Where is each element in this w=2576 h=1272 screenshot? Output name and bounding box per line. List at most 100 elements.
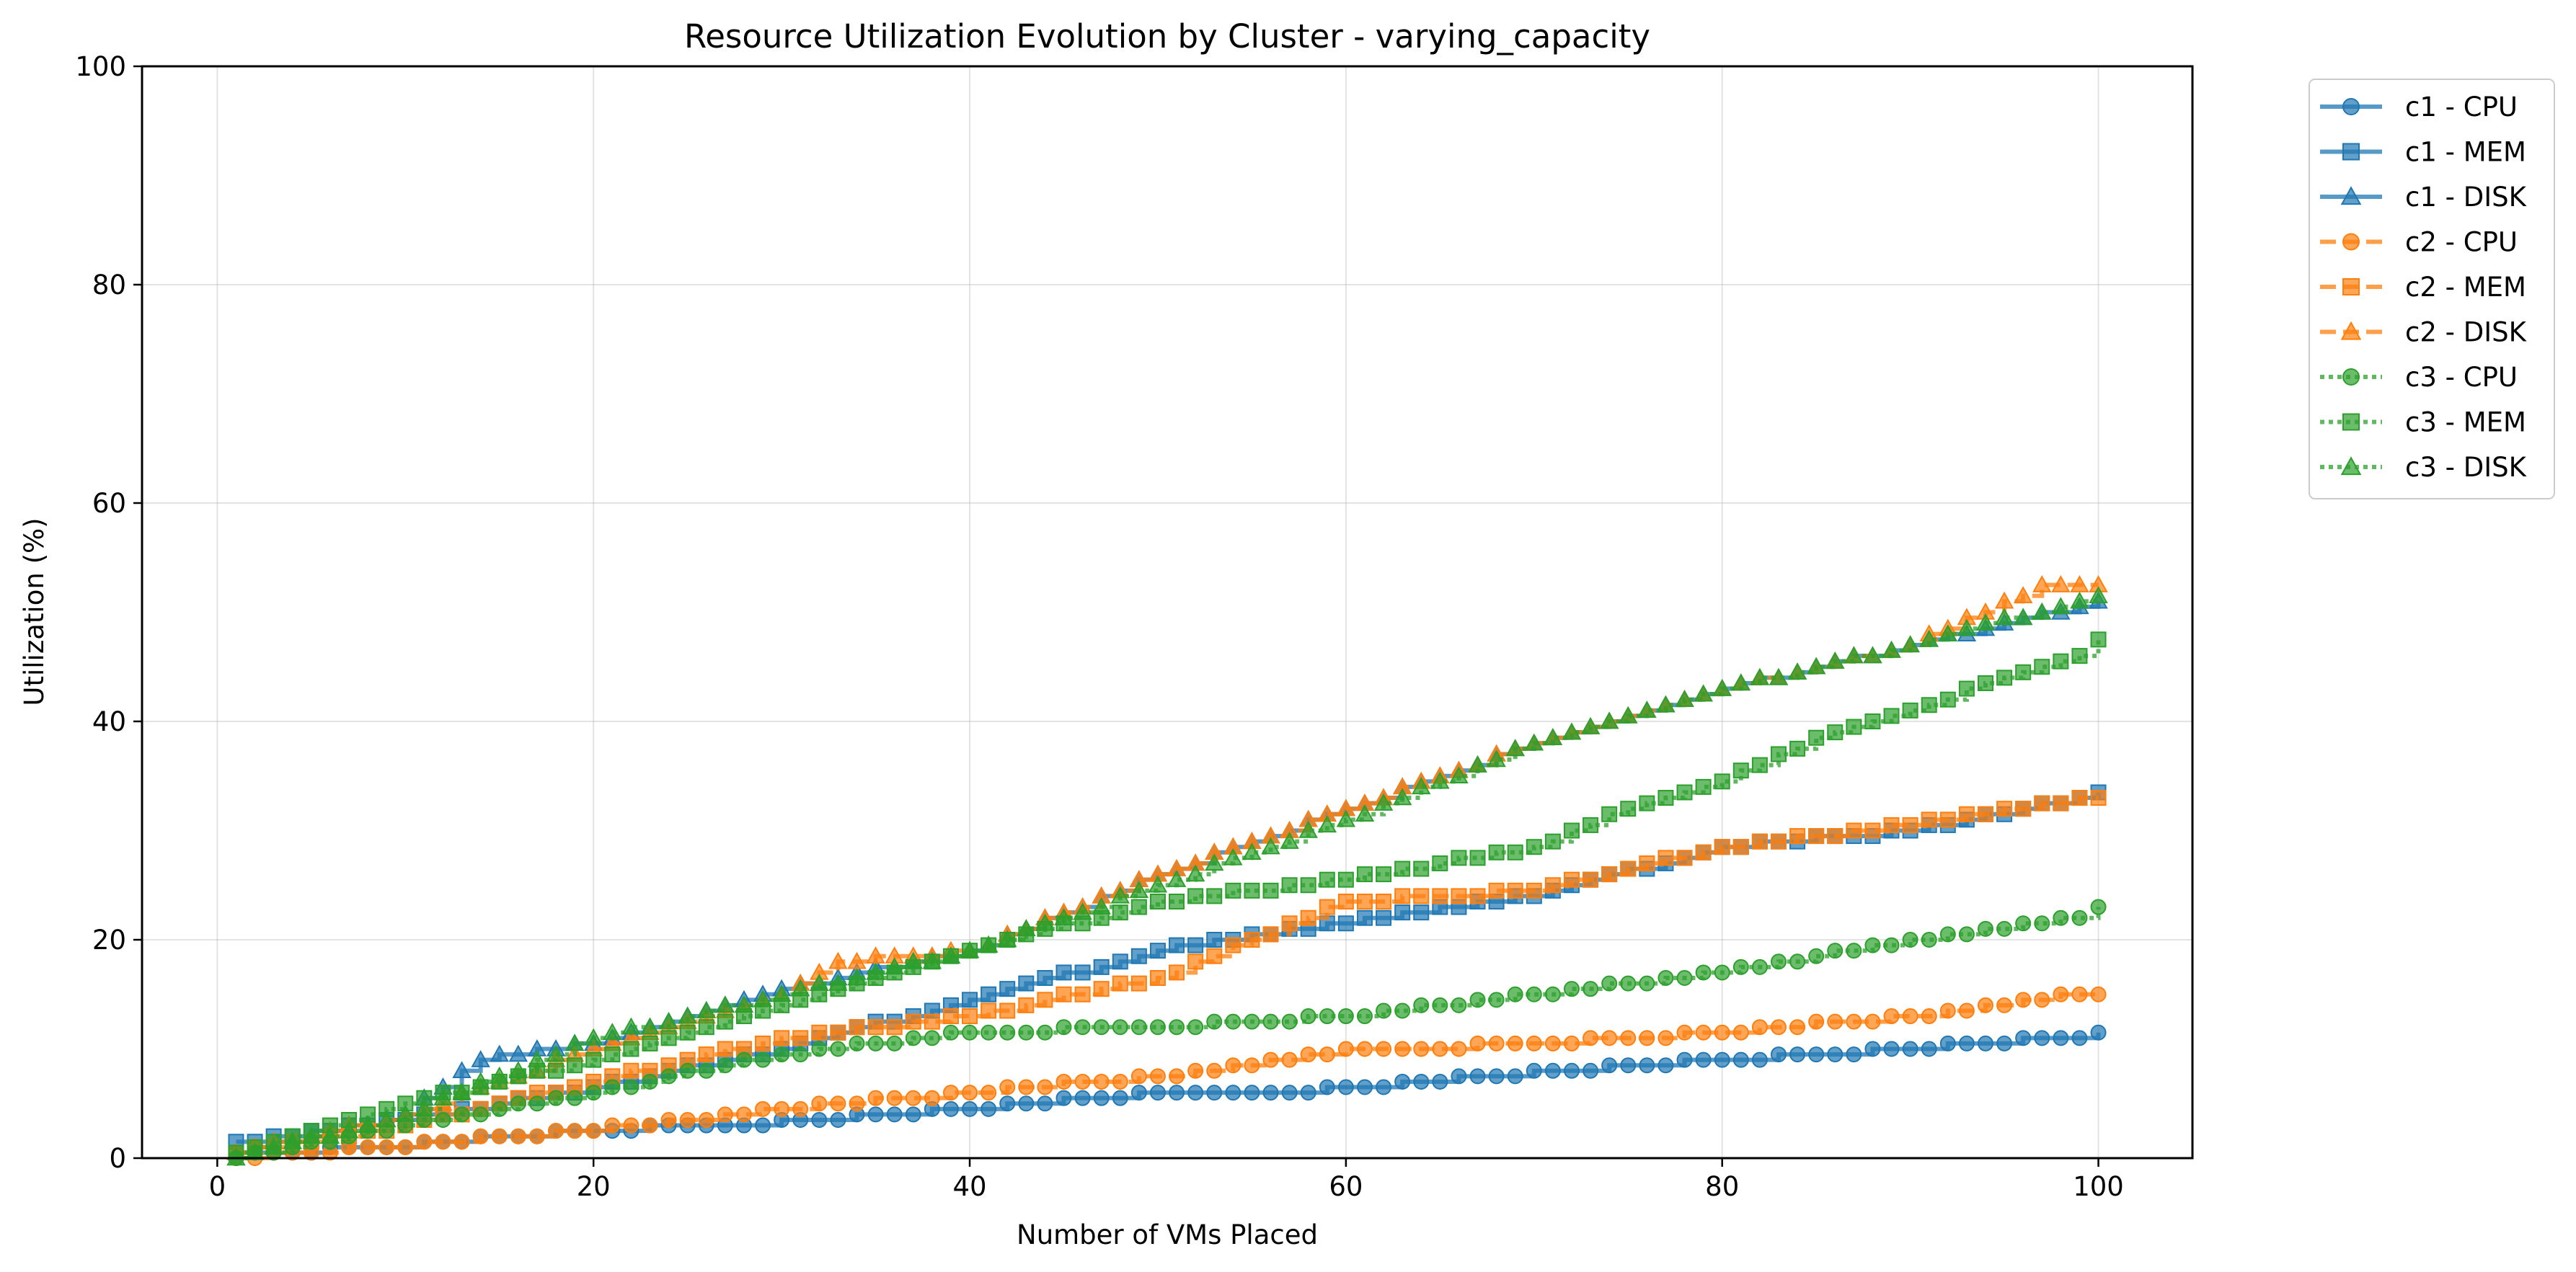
data-point bbox=[1112, 1073, 1128, 1090]
data-point bbox=[886, 1019, 903, 1036]
data-point bbox=[1846, 822, 1862, 839]
data-point bbox=[360, 1139, 376, 1155]
data-point bbox=[1619, 706, 1638, 724]
data-point bbox=[1977, 920, 1993, 937]
legend-label: c1 - DISK bbox=[2405, 182, 2528, 213]
data-point bbox=[1451, 888, 1467, 904]
data-point bbox=[1319, 899, 1335, 915]
data-point bbox=[1300, 877, 1316, 894]
data-point bbox=[830, 1095, 846, 1112]
data-point bbox=[1863, 646, 1882, 664]
data-point bbox=[1373, 793, 1394, 811]
data-point bbox=[1563, 981, 1580, 997]
data-point bbox=[490, 1044, 509, 1062]
data-point bbox=[905, 1013, 921, 1030]
data-point bbox=[1526, 882, 1542, 899]
data-point bbox=[585, 1085, 602, 1101]
y-tick-label: 80 bbox=[92, 270, 126, 301]
legend-label: c3 - MEM bbox=[2405, 407, 2526, 438]
data-point bbox=[734, 995, 754, 1013]
data-point bbox=[2071, 986, 2088, 1002]
data-point bbox=[1223, 848, 1243, 866]
data-point bbox=[698, 1062, 714, 1079]
data-point bbox=[1639, 1030, 1655, 1046]
data-point bbox=[1300, 1008, 1316, 1025]
data-point bbox=[1093, 981, 1110, 997]
data-point bbox=[2071, 909, 2088, 926]
data-point bbox=[1187, 1019, 1204, 1036]
data-point bbox=[1130, 948, 1147, 964]
data-point bbox=[1751, 959, 1768, 975]
data-point bbox=[1808, 948, 1825, 964]
data-point bbox=[1169, 937, 1185, 953]
legend-entry: c2 - MEM bbox=[2320, 272, 2526, 303]
data-point bbox=[1996, 670, 2013, 686]
data-point bbox=[962, 1100, 978, 1117]
data-point bbox=[1657, 1030, 1674, 1046]
data-point bbox=[1149, 970, 1166, 987]
data-point bbox=[1074, 986, 1091, 1002]
data-point bbox=[1996, 997, 2013, 1013]
data-point bbox=[1507, 986, 1523, 1002]
x-tick-label: 0 bbox=[209, 1171, 226, 1202]
data-point bbox=[698, 1111, 714, 1128]
data-point bbox=[1037, 970, 1053, 987]
data-point bbox=[1601, 866, 1618, 883]
data-point bbox=[2032, 602, 2052, 620]
data-point bbox=[1337, 893, 1354, 909]
data-point bbox=[792, 1030, 809, 1046]
data-point bbox=[1902, 932, 1918, 948]
data-point bbox=[1639, 795, 1655, 811]
data-point bbox=[433, 1088, 453, 1106]
data-point bbox=[1921, 1008, 1937, 1025]
data-point bbox=[981, 986, 997, 1002]
legend: c1 - CPU c1 - MEM c1 - DISK c2 - CPU c2 - ME… bbox=[2309, 79, 2555, 499]
legend-label: c2 - MEM bbox=[2405, 272, 2526, 303]
data-point bbox=[2090, 986, 2107, 1002]
data-point bbox=[1676, 970, 1693, 987]
data-point bbox=[2089, 586, 2108, 603]
data-point bbox=[1018, 997, 1035, 1013]
data-point bbox=[1129, 881, 1149, 899]
data-point bbox=[698, 1019, 714, 1036]
data-point bbox=[1505, 739, 1525, 757]
data-point bbox=[623, 1079, 639, 1095]
legend-marker bbox=[2342, 413, 2360, 431]
data-point bbox=[453, 1106, 470, 1123]
legend-marker bbox=[2342, 278, 2360, 295]
data-point bbox=[1731, 673, 1750, 691]
data-point bbox=[1957, 618, 1977, 636]
data-point bbox=[1413, 860, 1430, 877]
data-point bbox=[1468, 755, 1487, 773]
data-point bbox=[528, 1128, 545, 1144]
data-point bbox=[753, 989, 773, 1008]
data-point bbox=[981, 1024, 997, 1041]
data-point bbox=[1488, 1068, 1505, 1085]
data-point bbox=[1846, 943, 1862, 959]
data-point bbox=[1281, 1085, 1298, 1101]
x-tick-label: 100 bbox=[2073, 1171, 2124, 1202]
data-point bbox=[1356, 1041, 1373, 1057]
data-point bbox=[1620, 975, 1637, 992]
data-point bbox=[1601, 1057, 1618, 1074]
data-point bbox=[1169, 1019, 1185, 1036]
data-point bbox=[1037, 1095, 1053, 1112]
data-point bbox=[1018, 1024, 1035, 1041]
data-point bbox=[1883, 1041, 1900, 1057]
data-point bbox=[1242, 842, 1262, 860]
data-point bbox=[1187, 1085, 1204, 1101]
data-point bbox=[548, 1062, 565, 1079]
legend-label: c3 - CPU bbox=[2405, 362, 2518, 393]
data-point bbox=[1206, 932, 1223, 948]
data-point bbox=[642, 1035, 658, 1051]
data-point bbox=[1187, 953, 1204, 970]
data-point bbox=[1583, 1062, 1599, 1079]
data-point bbox=[942, 1008, 959, 1025]
data-point bbox=[981, 1100, 997, 1117]
data-point bbox=[1751, 833, 1768, 850]
data-point bbox=[1130, 899, 1147, 915]
data-point bbox=[1187, 937, 1204, 953]
data-point bbox=[1939, 926, 1956, 943]
data-point bbox=[1394, 1073, 1411, 1090]
data-point bbox=[1281, 915, 1298, 932]
